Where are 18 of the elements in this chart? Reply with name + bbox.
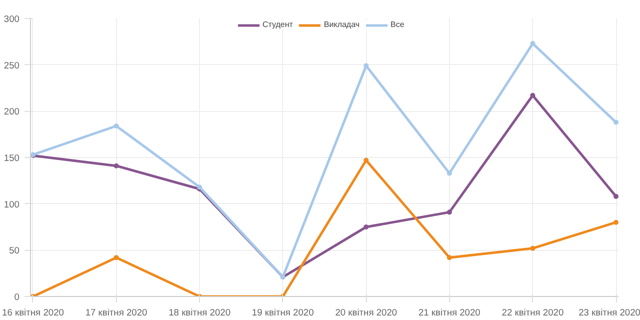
x-tick-label: 17 квітня 2020 bbox=[85, 308, 148, 318]
y-tick-label: 0 bbox=[14, 292, 20, 302]
y-tick-label: 100 bbox=[4, 199, 20, 210]
x-tick-label: 18 квітня 2020 bbox=[168, 308, 231, 318]
x-tick-label: 23 квітня 2020 bbox=[578, 308, 640, 318]
x-tick-label: 19 квітня 2020 bbox=[252, 308, 314, 318]
legend-label: Студент bbox=[262, 20, 293, 29]
legend-label: Викладач bbox=[324, 20, 360, 29]
legend-label: Все bbox=[390, 20, 406, 29]
y-tick-label: 150 bbox=[4, 153, 20, 163]
y-tick-label: 200 bbox=[4, 106, 20, 117]
y-tick-label: 50 bbox=[9, 246, 20, 256]
y-tick-label: 250 bbox=[4, 60, 20, 70]
x-tick-label: 16 квітня 2020 bbox=[2, 308, 64, 318]
x-tick-label: 22 квітня 2020 bbox=[502, 308, 564, 318]
x-tick-label: 21 квітня 2020 bbox=[418, 308, 480, 318]
y-tick-label: 300 bbox=[4, 14, 20, 24]
x-tick-label: 20 квітня 2020 bbox=[335, 308, 398, 318]
